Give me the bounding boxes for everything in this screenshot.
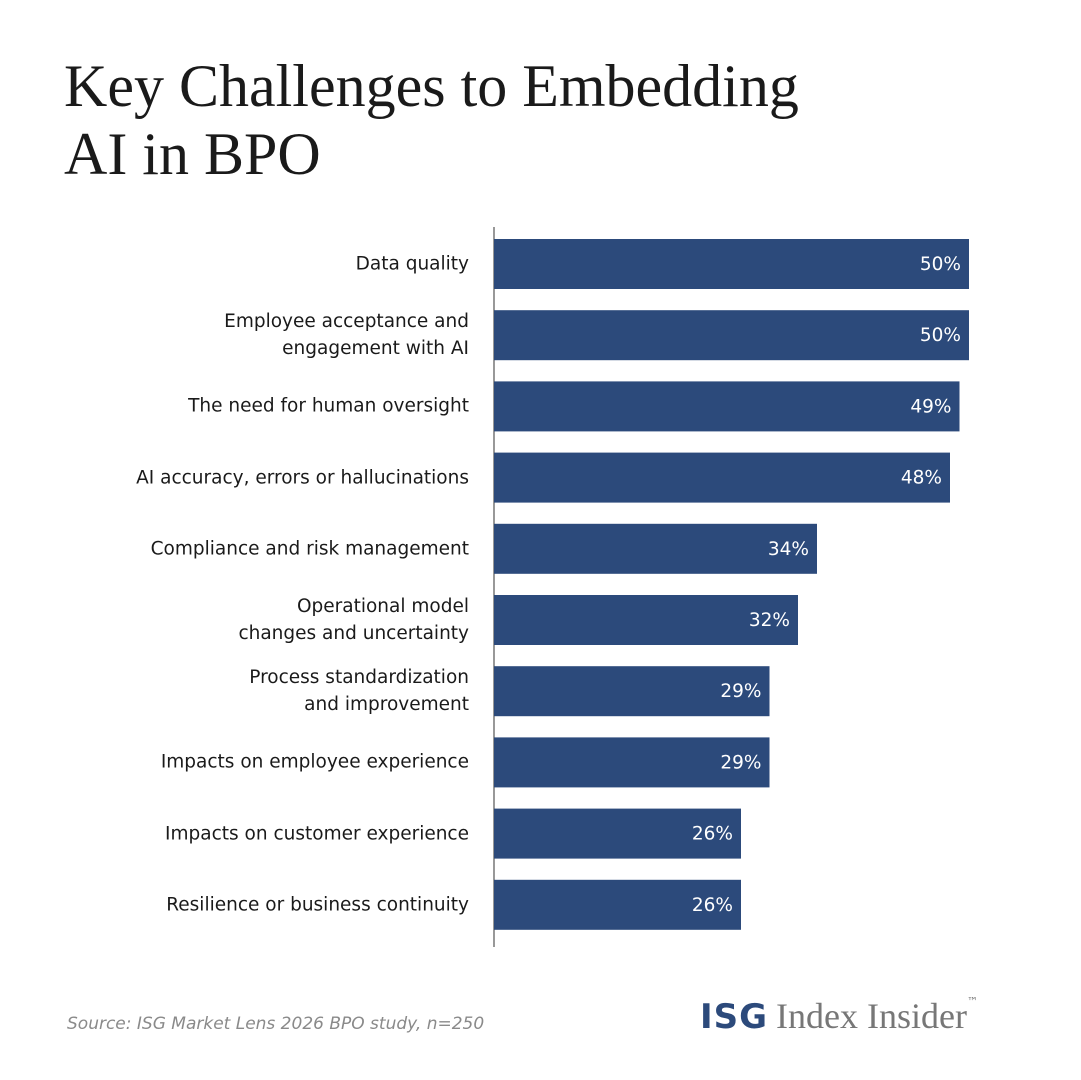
logo-product: Index Insider — [776, 996, 967, 1036]
value-label: 48% — [901, 468, 942, 489]
category-label: Operational model changes and uncertaint… — [238, 596, 469, 644]
value-label: 32% — [749, 610, 790, 631]
category-label: AI accuracy, errors or hallucinations — [136, 467, 469, 489]
value-label: 50% — [920, 325, 961, 346]
value-label: 34% — [768, 539, 809, 560]
value-label: 29% — [720, 681, 761, 702]
logo-trademark: ™ — [966, 995, 978, 1008]
bar — [494, 737, 770, 788]
category-label: Impacts on employee experience — [160, 751, 469, 773]
category-label: Compliance and risk management — [150, 538, 469, 560]
logo: ISG Index Insider™ — [700, 995, 978, 1037]
bar — [494, 381, 960, 432]
bar — [494, 452, 950, 503]
value-label: 26% — [692, 895, 733, 916]
bar — [494, 666, 770, 717]
value-label: 50% — [920, 254, 961, 275]
chart-title: Key Challenges to Embedding AI in BPO — [64, 53, 799, 187]
category-label: Impacts on customer experience — [165, 823, 469, 845]
value-label: 26% — [692, 824, 733, 845]
bar — [494, 523, 817, 574]
category-label: The need for human oversight — [188, 395, 469, 417]
bar — [494, 808, 741, 859]
value-label: 49% — [910, 396, 951, 417]
category-label: Process standardization and improvement — [249, 667, 469, 716]
source-note: Source: ISG Market Lens 2026 BPO study, … — [67, 1014, 485, 1034]
category-label: Employee acceptance and engagement with … — [224, 311, 469, 360]
bar — [494, 239, 969, 289]
category-label: Resilience or business continuity — [166, 894, 469, 916]
bar — [494, 595, 798, 645]
value-label: 29% — [720, 752, 761, 773]
logo-brand: ISG — [700, 997, 769, 1037]
category-label: Data quality — [355, 253, 469, 275]
bar — [494, 879, 741, 930]
bar — [494, 310, 969, 361]
